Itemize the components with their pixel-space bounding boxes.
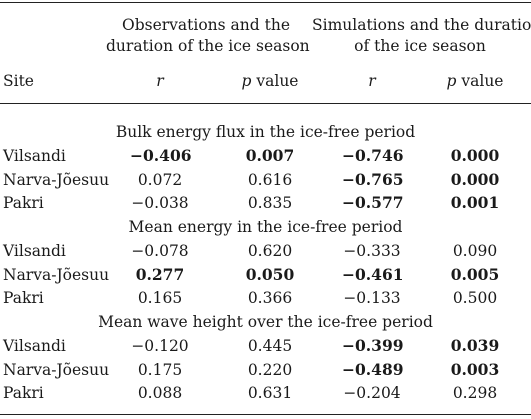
sim-p-cell: 0.039 (450, 336, 500, 355)
obs-p-cell: 0.835 (247, 194, 293, 212)
sim-r-cell: −0.333 (343, 242, 401, 260)
site-cell: Vilsandi (3, 147, 66, 165)
obs-p-cell: 0.007 (245, 146, 295, 165)
obs-p-cell: 0.620 (247, 242, 293, 260)
site-cell: Narva-Jõesuu (3, 170, 110, 189)
sim-r-cell: −0.577 (342, 193, 404, 212)
obs-r-cell: −0.038 (131, 194, 189, 212)
sim-p-cell: 0.005 (450, 264, 500, 284)
obs-p-cell: 0.220 (247, 360, 293, 379)
sim-r-cell: −0.133 (343, 289, 401, 307)
sim-p-cell: 0.000 (450, 169, 500, 189)
sim-r-cell: −0.204 (343, 384, 401, 402)
obs-p-cell: 0.616 (247, 170, 293, 189)
obs-p-cell: 0.445 (247, 337, 293, 355)
site-cell: Pakri (3, 289, 44, 307)
sim-r-cell: −0.461 (342, 264, 404, 284)
site-cell: Pakri (3, 194, 44, 212)
obs-r-cell: −0.406 (130, 146, 192, 165)
obs-r-cell: −0.078 (131, 242, 189, 260)
obs-p-cell: 0.631 (247, 384, 293, 402)
section-title: Mean wave height over the ice-free perio… (98, 313, 433, 331)
group1-header-line1: Observations and the (121, 16, 290, 34)
obs-p-cell: 0.050 (245, 264, 295, 284)
header-rule (0, 103, 531, 104)
site-cell: Vilsandi (3, 337, 66, 355)
site-cell: Narva-Jõesuu (3, 360, 110, 379)
sim-p-cell: 0.090 (452, 242, 498, 260)
obs-r-cell: 0.072 (137, 170, 183, 189)
sim-p-cell: 0.001 (450, 193, 500, 212)
obs-r-cell: 0.175 (137, 360, 183, 379)
top-rule (0, 2, 531, 3)
sim-p-cell: 0.500 (452, 289, 498, 307)
group2-header-line1: Simulations and the duration (312, 16, 531, 34)
site-cell: Pakri (3, 384, 44, 402)
group2-header-line2: of the ice season (354, 37, 486, 55)
sim-p-cell: 0.000 (450, 146, 500, 165)
site-cell: Vilsandi (3, 242, 66, 260)
sim-r-cell: −0.399 (342, 336, 404, 355)
obs-r-cell: −0.120 (131, 337, 189, 355)
obs-p-cell: 0.366 (247, 289, 293, 307)
obs-r-header: r (156, 72, 164, 90)
site-cell: Narva-Jõesuu (3, 265, 110, 284)
section-title: Mean energy in the ice-free period (128, 218, 403, 236)
group1-header-line2: duration of the ice season (106, 37, 310, 55)
obs-r-cell: 0.088 (137, 384, 183, 402)
obs-r-cell: 0.165 (137, 289, 183, 307)
sim-p-header: p value (446, 72, 504, 90)
sim-r-cell: −0.765 (342, 169, 404, 189)
site-column-header: Site (3, 72, 34, 90)
sim-p-cell: 0.003 (450, 359, 500, 379)
sim-r-cell: −0.489 (342, 359, 404, 379)
obs-r-cell: 0.277 (135, 264, 185, 284)
obs-p-header: p value (241, 72, 299, 90)
sim-r-header: r (368, 72, 376, 90)
bottom-rule (0, 414, 531, 415)
sim-p-cell: 0.298 (452, 384, 498, 402)
sim-r-cell: −0.746 (342, 146, 404, 165)
section-title: Bulk energy flux in the ice-free period (115, 123, 416, 141)
